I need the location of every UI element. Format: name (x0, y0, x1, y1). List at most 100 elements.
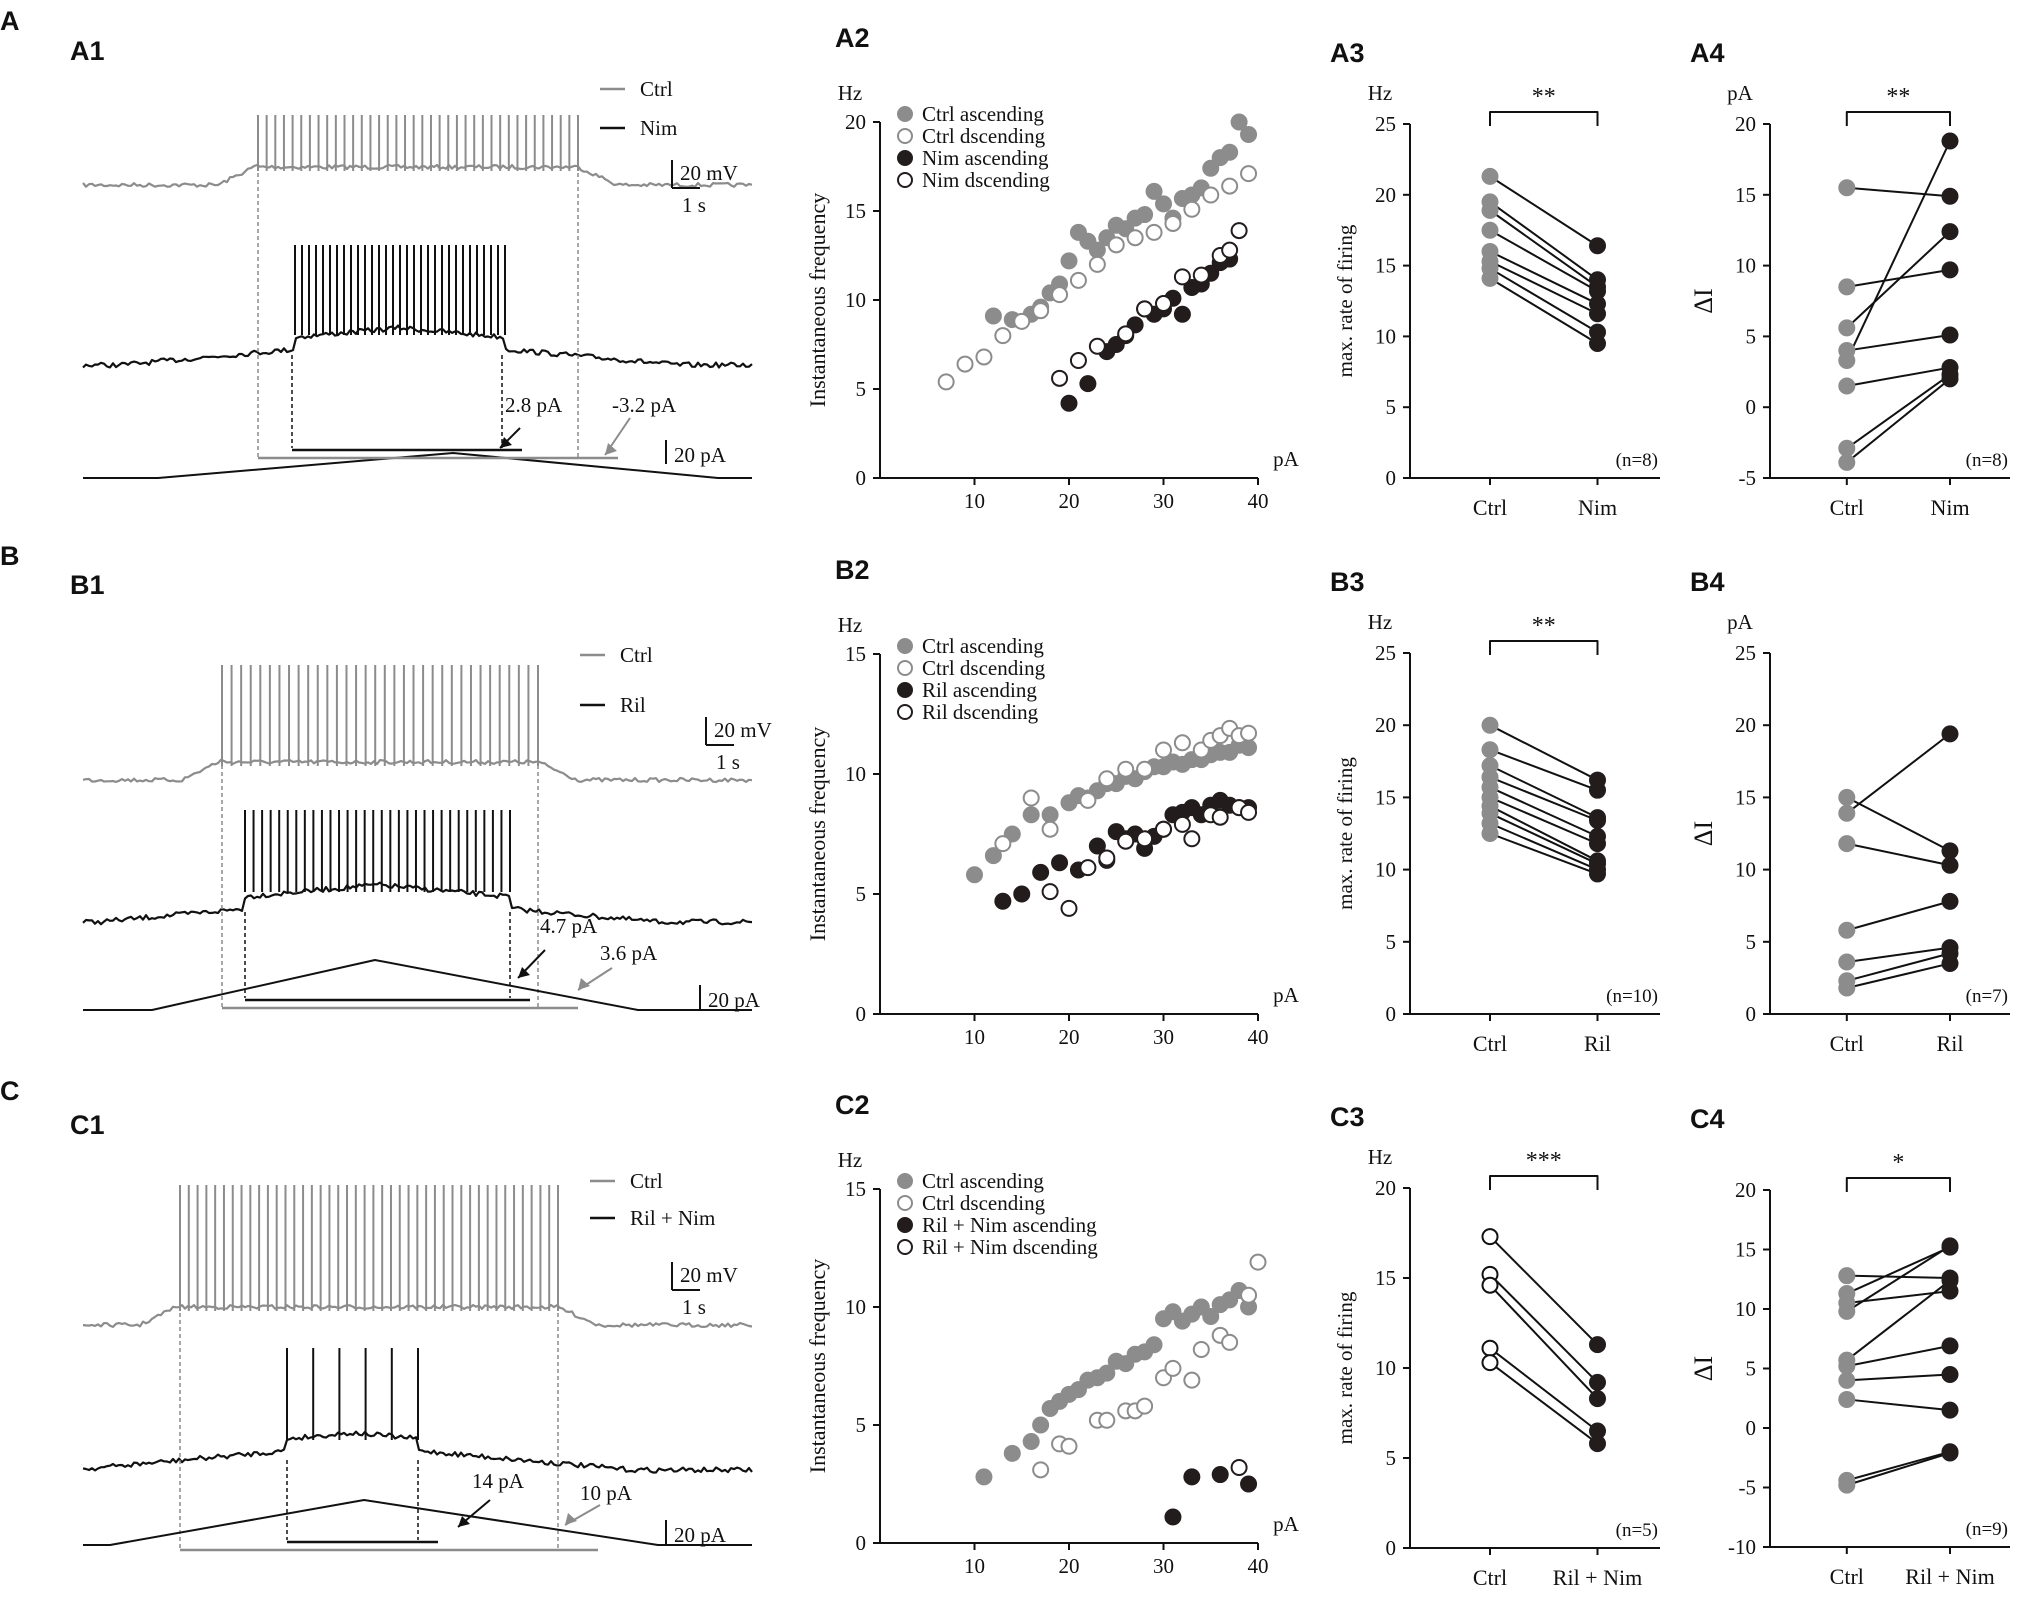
y-axis-label: ΔI (1689, 821, 1718, 846)
drug-arrowhead (458, 1516, 470, 1527)
scatter-point (1240, 724, 1258, 742)
scatter-point (956, 355, 974, 373)
pair-line (1489, 764, 1598, 819)
ctrl-point (1481, 1276, 1499, 1294)
y-tick-label: 0 (856, 1002, 867, 1026)
scatter-point (1192, 266, 1210, 284)
x-tick-label: 40 (1248, 1025, 1269, 1049)
scatter-point (1240, 125, 1258, 143)
x-label-ctrl: Ctrl (1830, 1564, 1864, 1589)
drug-current-label: 2.8 pA (505, 393, 563, 417)
scatter-point (1230, 1458, 1248, 1476)
pair-line (1846, 952, 1951, 982)
drug-point (1941, 187, 1959, 205)
scatter-point (1079, 859, 1097, 877)
scatter-panel: C2 0 5 10 15 10 20 30 40 Hz pA Instantaneous freque… (805, 1090, 1300, 1578)
scale-s-label: 1 s (682, 1295, 706, 1319)
scatter-point (984, 847, 1002, 865)
scatter-point (1060, 1437, 1078, 1455)
scatter-point (1051, 286, 1069, 304)
y-axis-label: Instantaneous frequency (805, 727, 830, 941)
ramp-command (83, 1499, 752, 1546)
ctrl-point (1838, 788, 1856, 806)
scatter-point (994, 327, 1012, 345)
pair-line (1489, 1361, 1599, 1445)
legend-marker (897, 660, 913, 676)
n-label: (n=9) (1966, 1519, 2008, 1540)
significance-bracket (1489, 111, 1599, 126)
scatter-point (1060, 252, 1078, 270)
y-tick-label: 5 (1386, 395, 1397, 419)
scatter-point (975, 1468, 993, 1486)
y-tick-label: -10 (1728, 1535, 1756, 1559)
ctrl-point (1838, 979, 1856, 997)
ctrl-point (1838, 1357, 1856, 1375)
pair-line (1489, 805, 1598, 862)
scatter-panel: A2 0 5 10 15 20 10 20 30 40 Hz pA Instantaneous freq… (805, 23, 1300, 513)
scatter-point (1051, 369, 1069, 387)
drug-trace (82, 324, 753, 369)
y-tick-label: 15 (845, 199, 866, 223)
drug-point (1589, 305, 1606, 323)
legend-marker (897, 128, 913, 144)
drug-trace (82, 1430, 753, 1474)
scatter-point (1032, 1461, 1050, 1479)
scatter-point (1240, 803, 1258, 821)
y-tick-label: 25 (1375, 641, 1396, 665)
y-axis-label: max. rate of firing (1333, 224, 1357, 377)
scatter-point (1136, 300, 1154, 318)
y-tick-label: 5 (1746, 1357, 1757, 1381)
legend-marker (897, 106, 913, 122)
scatter-point (966, 866, 983, 884)
scatter-panel: B2 0 5 10 15 10 20 30 40 Hz pA Instantaneous freque… (805, 555, 1300, 1049)
ctrl-point (1838, 319, 1856, 337)
panel-label: A3 (1330, 38, 1365, 68)
scatter-point (1202, 186, 1220, 204)
y-axis-label: Instantaneous frequency (805, 193, 830, 407)
y-tick-label: 10 (1375, 1356, 1396, 1380)
x-tick-label: 20 (1059, 489, 1080, 513)
ctrl-point (1481, 167, 1499, 185)
x-tick-label: 20 (1059, 1554, 1080, 1578)
panel-label: B3 (1330, 567, 1365, 597)
legend-marker (897, 1217, 913, 1233)
pair-line (1846, 1452, 1951, 1487)
scatter-point (1013, 312, 1031, 330)
legend-label: Ril + Nim ascending (922, 1213, 1097, 1237)
pair-line (1846, 796, 1951, 852)
n-label: (n=8) (1616, 450, 1658, 471)
scatter-point (1249, 1253, 1267, 1271)
y-tick-label: 15 (1735, 785, 1756, 809)
legend-label: Ctrl dscending (922, 1191, 1046, 1215)
y-tick-label: 20 (1735, 112, 1756, 136)
legend-label: Nim ascending (922, 146, 1049, 170)
y-tick-label: 15 (845, 1177, 866, 1201)
y-tick-label: 5 (1746, 930, 1757, 954)
ctrl-point (1481, 825, 1499, 842)
drug-point (1941, 1401, 1959, 1419)
panel-label: B4 (1690, 567, 1725, 597)
pair-line (1489, 260, 1598, 315)
y-tick-label: 20 (1375, 713, 1396, 737)
pair-line (1846, 1450, 1951, 1482)
scatter-point (1240, 1475, 1258, 1493)
y-unit: Hz (1368, 81, 1393, 105)
y-tick-label: 25 (1375, 112, 1396, 136)
scale-pa-label: 20 pA (708, 988, 761, 1012)
x-unit: pA (1273, 447, 1300, 471)
significance-label: ** (1886, 84, 1910, 110)
scatter-point (1202, 1307, 1220, 1325)
y-tick-label: 20 (845, 110, 866, 134)
scatter-point (1173, 734, 1191, 752)
y-unit: Hz (838, 613, 863, 637)
drug-point (1589, 237, 1606, 255)
pair-line (1846, 186, 1951, 198)
drug-point (1589, 812, 1606, 830)
scatter-point (1192, 1340, 1210, 1358)
scale-mv-label: 20 mV (714, 718, 772, 742)
legend-label: Nim dscending (922, 168, 1050, 192)
ctrl-point (1838, 453, 1856, 471)
x-unit: pA (1273, 1512, 1300, 1536)
scatter-point (1155, 195, 1172, 213)
drug-point (1941, 725, 1959, 743)
